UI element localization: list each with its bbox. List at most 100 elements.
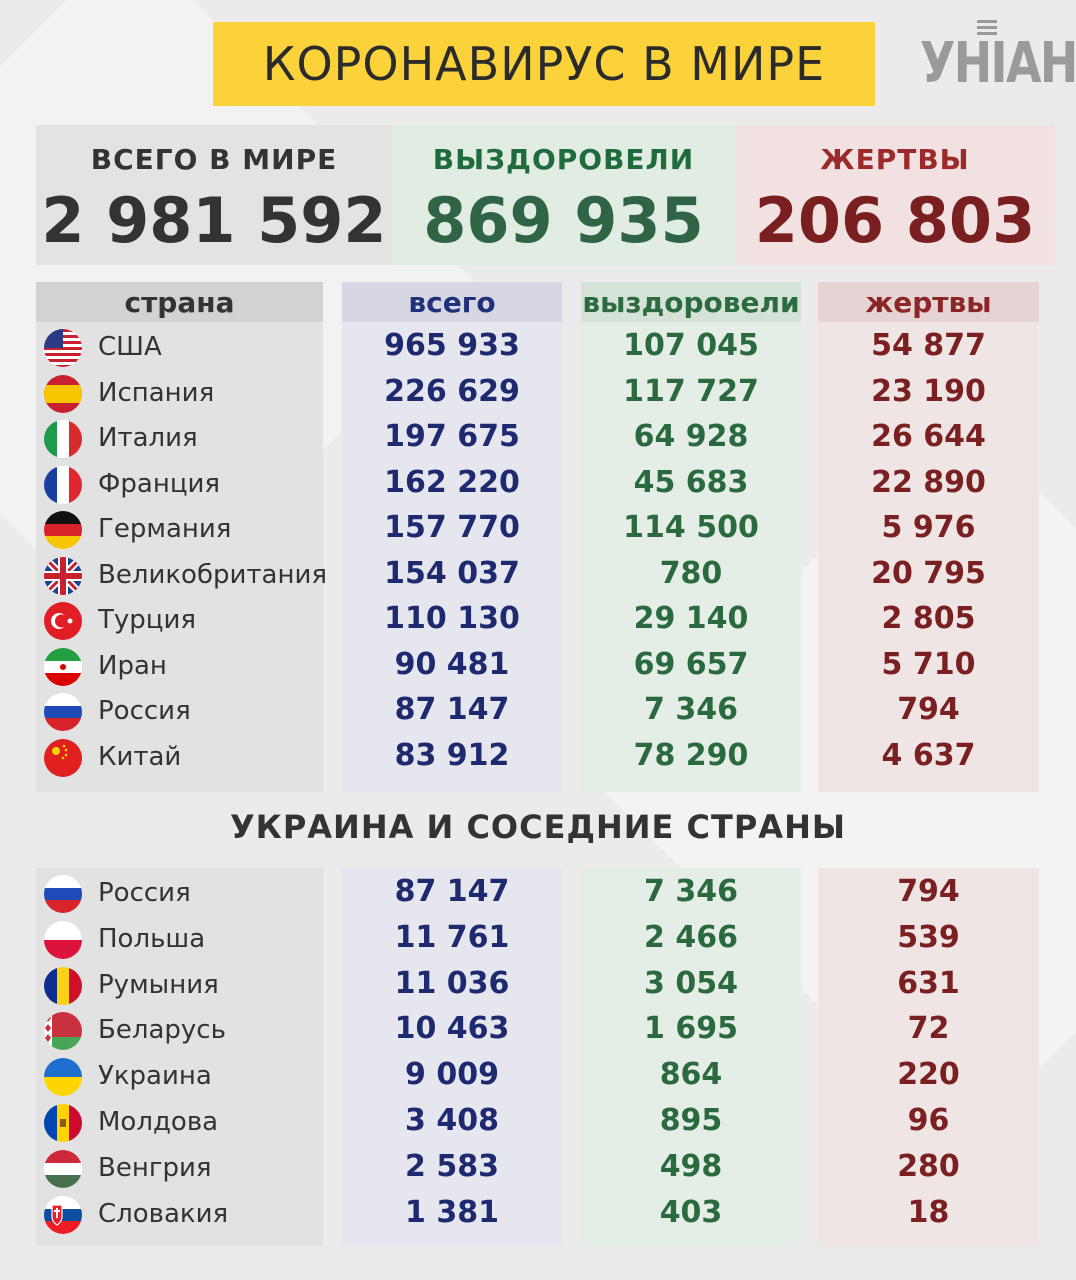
deaths-value: 794 — [897, 692, 960, 727]
country-name: Россия — [98, 696, 191, 726]
stat-recovered: ВЫЗДОРОВЕЛИ 869 935 — [392, 125, 735, 265]
total-value: 90 481 — [394, 646, 510, 682]
stat-deaths: ЖЕРТВЫ 206 803 — [735, 125, 1055, 265]
russia-flag-icon — [44, 693, 82, 731]
header-total: всего — [342, 282, 562, 322]
deaths-value: 22 890 — [871, 464, 986, 500]
germany-flag-icon — [44, 511, 82, 549]
country-name: Великобритания — [98, 559, 328, 590]
table-row: Италия 197 675 64 928 26 644 — [36, 415, 1039, 461]
stat-total-label: ВСЕГО В МИРЕ — [90, 143, 338, 176]
deaths-value: 2 805 — [881, 601, 976, 636]
recovered-value: 1 695 — [644, 1011, 738, 1047]
recovered-value: 69 657 — [633, 646, 749, 682]
table-row: Великобритания 154 037 780 20 795 — [36, 552, 1039, 598]
total-value: 10 463 — [394, 1011, 510, 1047]
uk-flag-icon — [44, 556, 82, 595]
recovered-value: 114 500 — [623, 510, 759, 545]
logo-text: УНІАН — [920, 31, 1076, 96]
country-name: Иран — [98, 650, 167, 681]
deaths-value: 5 976 — [881, 510, 976, 545]
deaths-value: 96 — [907, 1103, 950, 1138]
recovered-value: 78 290 — [633, 737, 749, 773]
total-value: 3 408 — [405, 1103, 499, 1138]
total-value: 87 147 — [394, 692, 510, 727]
country-name: Китай — [98, 741, 182, 772]
total-value: 157 770 — [384, 510, 520, 545]
total-value: 2 583 — [405, 1148, 499, 1184]
total-value: 110 130 — [384, 601, 520, 636]
total-value: 11 036 — [394, 965, 510, 1001]
country-name: Россия — [98, 878, 191, 908]
table-row: Россия 87 147 7 346 794 — [36, 870, 1039, 916]
table-row: Беларусь 10 463 1 695 72 — [36, 1007, 1039, 1053]
total-value: 154 037 — [384, 555, 520, 591]
recovered-value: 107 045 — [623, 328, 759, 363]
moldova-flag-icon — [44, 1104, 82, 1142]
column-bg-deaths — [818, 868, 1039, 1246]
deaths-value: 5 710 — [881, 646, 976, 682]
total-value: 197 675 — [384, 419, 520, 454]
column-bg-country — [36, 868, 323, 1246]
ukraine-flag-icon — [44, 1058, 82, 1097]
table-row: Россия 87 147 7 346 794 — [36, 688, 1039, 734]
header-deaths: жертвы — [818, 282, 1039, 322]
deaths-value: 794 — [897, 874, 960, 909]
france-flag-icon — [44, 465, 82, 504]
usa-flag-icon — [44, 329, 82, 367]
country-name: Польша — [98, 923, 206, 954]
stat-recovered-value: 869 935 — [423, 184, 704, 257]
table-row: Украина 9 009 864 220 — [36, 1053, 1039, 1099]
country-name: Франция — [98, 468, 221, 499]
table-row: Иран 90 481 69 657 5 710 — [36, 643, 1039, 689]
table-row: Турция 110 130 29 140 2 805 — [36, 597, 1039, 643]
deaths-value: 26 644 — [871, 419, 986, 454]
country-name: Молдова — [98, 1107, 219, 1137]
country-name: Италия — [98, 423, 198, 453]
poland-flag-icon — [44, 920, 82, 959]
table-row: Франция 162 220 45 683 22 890 — [36, 461, 1039, 507]
recovered-value: 3 054 — [644, 965, 738, 1001]
country-name: Словакия — [98, 1198, 229, 1229]
deaths-value: 23 190 — [871, 373, 986, 409]
turkey-flag-icon — [44, 602, 82, 640]
column-bg-recovered — [581, 868, 801, 1246]
table-row: Молдова 3 408 895 96 — [36, 1099, 1039, 1145]
stat-total-value: 2 981 592 — [41, 184, 387, 257]
table-row: Словакия 1 381 403 18 — [36, 1191, 1039, 1237]
total-value: 9 009 — [405, 1057, 499, 1093]
china-flag-icon — [44, 738, 82, 777]
deaths-value: 54 877 — [871, 328, 986, 363]
country-name: Венгрия — [98, 1152, 212, 1183]
total-value: 11 761 — [394, 919, 510, 955]
table-row: Китай 83 912 78 290 4 637 — [36, 734, 1039, 780]
country-name: Германия — [98, 514, 232, 544]
slovakia-flag-icon — [44, 1195, 82, 1234]
logo-lines-icon — [977, 20, 997, 36]
spain-flag-icon — [44, 374, 82, 413]
stat-total: ВСЕГО В МИРЕ 2 981 592 — [36, 125, 392, 265]
recovered-value: 895 — [659, 1103, 723, 1138]
column-bg-country — [36, 322, 323, 792]
recovered-value: 2 466 — [644, 919, 738, 955]
table-row: Германия 157 770 114 500 5 976 — [36, 506, 1039, 552]
total-value: 226 629 — [384, 373, 520, 409]
column-bg-total — [342, 868, 562, 1246]
country-name: Беларусь — [98, 1015, 226, 1046]
belarus-flag-icon — [44, 1012, 82, 1051]
country-name: Румыния — [98, 969, 219, 1000]
column-bg-deaths — [818, 322, 1039, 792]
deaths-value: 18 — [907, 1194, 950, 1230]
stat-deaths-value: 206 803 — [754, 184, 1036, 257]
column-bg-recovered — [581, 322, 801, 792]
total-value: 1 381 — [405, 1194, 499, 1230]
recovered-value: 29 140 — [633, 601, 749, 636]
recovered-value: 7 346 — [644, 692, 738, 727]
section-title: УКРАИНА И СОСЕДНИЕ СТРАНЫ — [230, 808, 846, 846]
country-name: Турция — [98, 605, 197, 635]
country-name: Испания — [98, 377, 215, 408]
recovered-value: 864 — [659, 1057, 723, 1093]
hungary-flag-icon — [44, 1149, 82, 1188]
deaths-value: 220 — [897, 1057, 960, 1093]
russia-flag-icon — [44, 875, 82, 913]
